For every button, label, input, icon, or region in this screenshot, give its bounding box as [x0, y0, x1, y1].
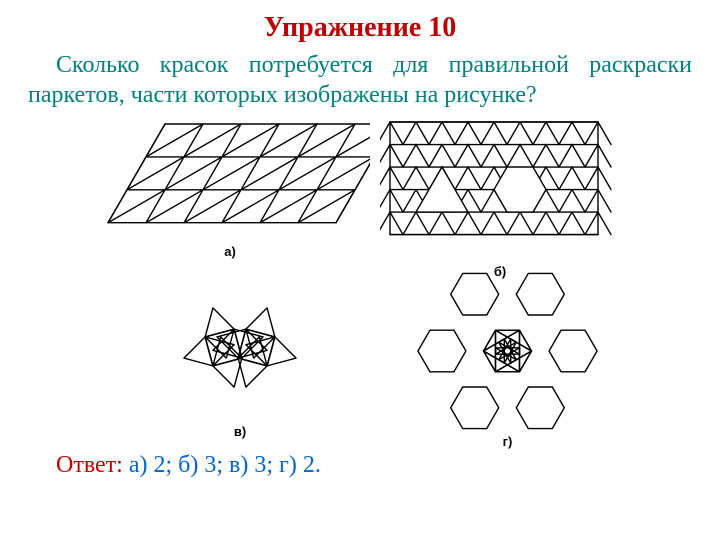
figure-a: а): [90, 116, 370, 259]
figure-d: г): [390, 266, 625, 449]
figure-d-label: г): [390, 434, 625, 449]
exercise-page: Упражнение 10 Сколько красок потребуется…: [0, 0, 720, 540]
answer-label: Ответ:: [56, 452, 123, 478]
figure-a-label: а): [90, 244, 370, 259]
parquet-b-svg: [380, 116, 620, 266]
figure-b: б): [380, 116, 620, 279]
answer-text: а) 2; б) 3; в) 3; г) 2.: [129, 452, 321, 478]
answer-line: Ответ: а) 2; б) 3; в) 3; г) 2.: [56, 452, 692, 479]
parquet-d-svg: [390, 266, 625, 436]
parquet-c-svg: [130, 281, 350, 426]
figure-c: в): [130, 281, 350, 439]
exercise-question: Сколько красок потребуется для правильно…: [28, 50, 692, 110]
parquet-a-svg: [90, 116, 370, 246]
exercise-title: Упражнение 10: [28, 12, 692, 44]
figures-container: а) б) в) г): [90, 116, 630, 446]
figure-c-label: в): [130, 424, 350, 439]
